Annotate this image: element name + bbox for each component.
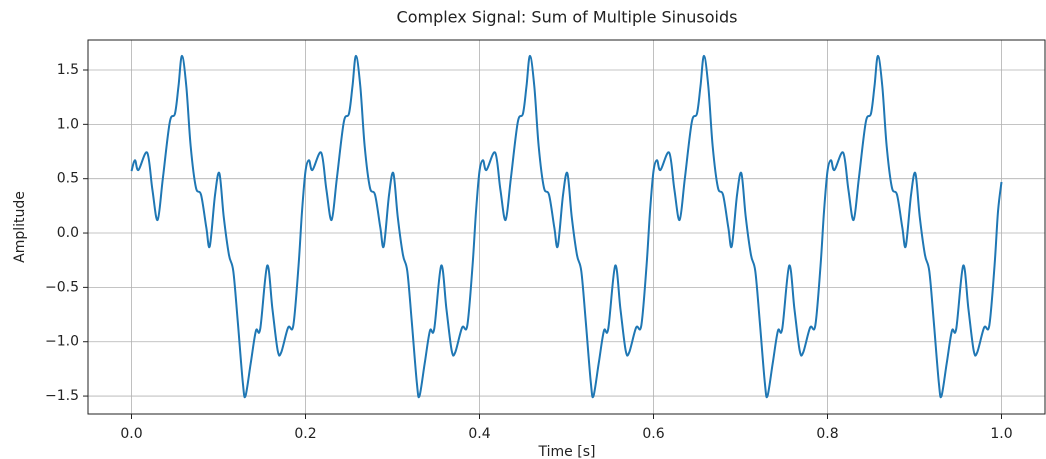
y-tick-label: −0.5 (45, 279, 79, 295)
x-tick-label: 1.0 (990, 426, 1012, 442)
x-tick-label: 0.0 (120, 426, 142, 442)
y-tick-label: 1.0 (57, 116, 79, 132)
plot-frame (87, 39, 1046, 415)
x-tick-label: 0.8 (816, 426, 838, 442)
y-tick-label: 1.5 (57, 62, 79, 78)
x-tick-label: 0.2 (294, 426, 316, 442)
x-axis-label: Time [s] (538, 444, 596, 459)
chart-title: Complex Signal: Sum of Multiple Sinusoid… (397, 8, 738, 27)
y-tick-label: 0.5 (57, 171, 79, 187)
y-tick-label: 0.0 (57, 225, 79, 241)
y-axis-label: Amplitude (12, 191, 28, 263)
signal-line (130, 54, 1003, 399)
y-tick-label: −1.0 (45, 334, 79, 350)
x-tick-label: 0.4 (468, 426, 490, 442)
x-tick-label: 0.6 (642, 426, 664, 442)
y-tick-label: −1.5 (45, 388, 79, 404)
